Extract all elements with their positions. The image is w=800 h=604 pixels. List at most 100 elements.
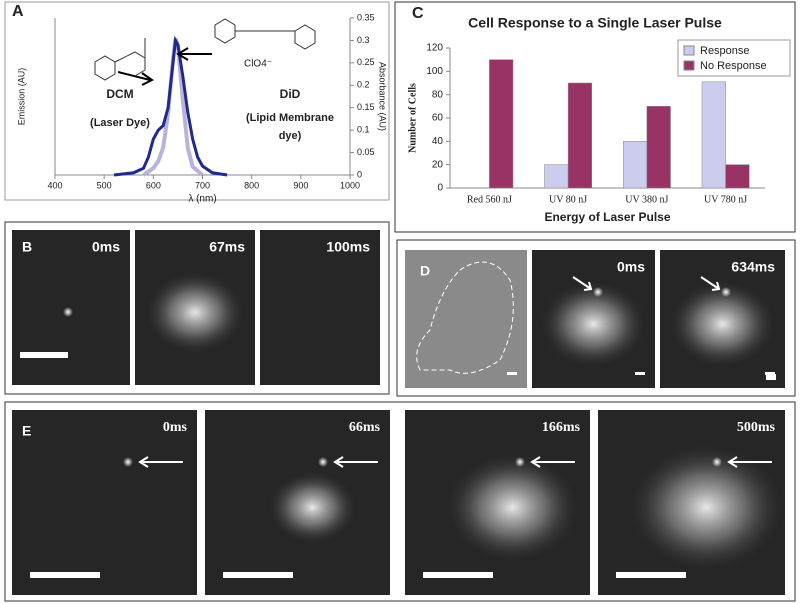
y2-tick-label: 0 bbox=[357, 169, 362, 179]
x-tick-label: 600 bbox=[146, 180, 161, 190]
y-axis-label: Emission (AU) bbox=[16, 68, 26, 126]
bright-spot bbox=[63, 307, 73, 317]
annotation: ClO4⁻ bbox=[244, 59, 272, 70]
frame-time: 100ms bbox=[326, 239, 370, 255]
bar bbox=[646, 106, 671, 189]
fluorescence bbox=[145, 272, 245, 353]
pointer-arrow bbox=[572, 276, 593, 291]
y-tick-label: 60 bbox=[432, 113, 444, 124]
panel-label: B bbox=[22, 239, 32, 255]
panel-label: C bbox=[412, 5, 424, 22]
fluorescence bbox=[629, 444, 784, 571]
bar bbox=[725, 164, 750, 189]
annotation: (Laser Dye) bbox=[90, 117, 150, 129]
frame-time: 500ms bbox=[737, 420, 776, 435]
did-structure bbox=[214, 18, 316, 50]
scale-bar bbox=[616, 572, 686, 578]
pointer-arrow bbox=[138, 456, 183, 468]
arrow bbox=[117, 71, 154, 86]
micrograph bbox=[12, 410, 197, 595]
x-tick-label: 900 bbox=[293, 180, 308, 190]
x-tick-label: UV 380 nJ bbox=[625, 194, 668, 205]
frame-time: 634ms bbox=[731, 259, 775, 275]
y2-axis-label: Absorbance (AU) bbox=[378, 62, 388, 131]
bar bbox=[567, 82, 592, 189]
y2-tick-label: 0.05 bbox=[357, 147, 375, 157]
bright-spot bbox=[593, 287, 603, 297]
y2-tick-label: 0.35 bbox=[357, 12, 375, 22]
pointer-arrow bbox=[530, 456, 575, 468]
panel-label: E bbox=[22, 423, 31, 439]
y2-tick-label: 0.2 bbox=[357, 80, 370, 90]
legend-swatch bbox=[683, 45, 695, 56]
spectrum-line bbox=[113, 35, 228, 177]
dcm-structure bbox=[94, 38, 146, 81]
bright-spot bbox=[123, 457, 133, 467]
y-tick-label: 80 bbox=[432, 89, 444, 100]
y-tick-label: 100 bbox=[426, 66, 443, 77]
x-axis-label: λ (nm) bbox=[188, 194, 216, 205]
x-tick-label: UV 780 nJ bbox=[704, 194, 747, 205]
bar bbox=[701, 81, 726, 189]
panel-d-border bbox=[396, 239, 796, 397]
bar bbox=[623, 141, 648, 189]
x-tick-label: 800 bbox=[244, 180, 259, 190]
frame-time: 0ms bbox=[163, 420, 188, 435]
y2-tick-label: 0.1 bbox=[357, 125, 370, 135]
legend-box bbox=[677, 39, 791, 77]
micrograph bbox=[12, 230, 130, 385]
y-tick-label: 0 bbox=[437, 183, 443, 194]
frame-time: 67ms bbox=[209, 239, 245, 255]
frame-time: 166ms bbox=[542, 420, 581, 435]
scale-bar bbox=[20, 352, 68, 358]
scale-bar bbox=[507, 372, 517, 375]
fluorescence bbox=[446, 453, 579, 562]
x-tick-label: 500 bbox=[97, 180, 112, 190]
micrograph bbox=[260, 230, 380, 385]
chart-title: Cell Response to a Single Laser Pulse bbox=[468, 15, 722, 31]
scale-bar bbox=[30, 572, 100, 578]
bright-spot bbox=[515, 457, 525, 467]
annotation: dye) bbox=[279, 130, 302, 142]
x-tick-label: 1000 bbox=[340, 180, 360, 190]
bar bbox=[544, 164, 569, 189]
bright-spot bbox=[712, 457, 722, 467]
bright-spot bbox=[721, 287, 731, 297]
y2-tick-label: 0.25 bbox=[357, 57, 375, 67]
y-axis-label: Number of Cells bbox=[407, 83, 418, 153]
annotation: DiD bbox=[280, 87, 301, 101]
frame-time: 0ms bbox=[617, 259, 645, 275]
micrograph bbox=[405, 250, 527, 388]
legend-label: No Response bbox=[700, 60, 767, 72]
panel-label: A bbox=[12, 3, 24, 20]
panel-e-border bbox=[4, 401, 796, 602]
bright-spot bbox=[318, 457, 328, 467]
fluorescence bbox=[669, 280, 776, 368]
x-tick-label: 400 bbox=[47, 180, 62, 190]
pointer-arrow bbox=[727, 456, 772, 468]
scale-bar bbox=[635, 372, 645, 375]
x-tick-label: Red 560 nJ bbox=[467, 194, 512, 205]
scale-bar bbox=[765, 372, 775, 375]
cell-outline bbox=[416, 261, 514, 374]
legend-label: Response bbox=[700, 45, 750, 57]
fluorescence bbox=[540, 280, 647, 368]
scale-bar bbox=[423, 572, 493, 578]
y-tick-label: 40 bbox=[432, 136, 444, 147]
legend-swatch bbox=[683, 60, 695, 71]
bar bbox=[489, 59, 514, 189]
y-tick-label: 20 bbox=[432, 159, 444, 170]
panel-c-border bbox=[394, 1, 796, 233]
frame-time: 0ms bbox=[92, 239, 120, 255]
scale-bar bbox=[766, 374, 776, 380]
arrow bbox=[176, 47, 212, 61]
x-tick-label: 700 bbox=[195, 180, 210, 190]
scale-bar bbox=[223, 572, 293, 578]
y2-tick-label: 0.15 bbox=[357, 102, 375, 112]
y2-tick-label: 0.3 bbox=[357, 35, 370, 45]
panel-label: D bbox=[420, 263, 430, 279]
frame-time: 66ms bbox=[349, 420, 381, 435]
pointer-arrow bbox=[333, 456, 378, 468]
x-tick-label: UV 80 nJ bbox=[549, 194, 587, 205]
